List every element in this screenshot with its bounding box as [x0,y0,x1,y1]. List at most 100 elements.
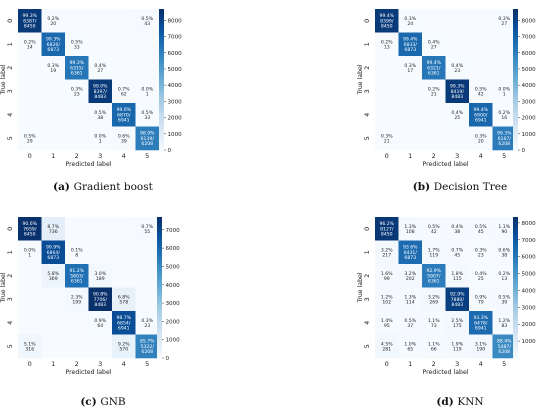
heatmap-cell [18,79,42,104]
colorbar-segment [157,242,162,246]
cell-label: 6900/ [474,112,488,118]
colorbar-segment [157,226,162,230]
y-tick-label: 0 [363,227,371,231]
colorbar-segment [159,67,164,71]
cell-label: 7880/ [451,297,465,303]
y-tick-label: 0 [363,19,371,23]
cell-label: 8450 [381,24,393,30]
cell-label: 62 [121,91,127,97]
heatmap-cell [422,217,446,241]
heatmap-cell [492,334,517,359]
cell-label: 98.7% [116,315,131,321]
cell-label: 7659/ [23,226,37,232]
cell-label: 21 [384,138,390,144]
cell-label: 23 [144,323,150,329]
heatmap-cell [65,217,89,241]
colorbar-segment [513,133,518,137]
heatmap-cell [65,311,89,335]
heatmap-cell [41,126,66,151]
colorbar-segment [513,124,518,127]
colorbar-segment [513,67,518,71]
cell-label: 175 [453,323,462,329]
cell-label: 0.3% [47,63,59,69]
colorbar-segment [159,30,164,33]
colorbar-segment [159,147,164,151]
colorbar-tick-label: 8000 [168,18,183,24]
cell-label: 0.0% [24,247,36,253]
cell-label: 6361 [428,71,440,77]
x-tick-label: 4 [122,360,126,368]
heatmap-cell [469,311,493,335]
colorbar-segment [513,311,518,314]
colorbar-tick-label: 7000 [522,238,537,244]
colorbar-segment [513,9,518,12]
cell-label: 1.9% [451,341,463,347]
colorbar-segment [513,264,518,267]
y-tick-label: 3 [6,297,14,301]
cell-label: 85.7% [140,339,155,345]
cell-label: 39 [501,299,507,305]
colorbar-segment [513,70,518,73]
heatmap-cell [18,9,42,33]
heatmap-cell [398,79,423,104]
heatmap-cell [398,217,423,241]
colorbar-segment [513,30,518,33]
cell-label: 102 [382,299,391,305]
heatmap-cell [445,126,470,151]
colorbar-segment [513,119,518,123]
x-axis-label: Predicted label [423,161,469,168]
colorbar-segment [157,217,162,220]
heatmap-cell [469,126,493,151]
colorbar-segment [513,273,518,277]
cell-label: 0.5% [71,39,83,45]
cell-label: 8483 [451,94,463,100]
cell-label: 5803/ [70,273,84,279]
colorbar-segment [157,273,162,277]
cell-label: 45 [478,229,484,235]
colorbar-segment [157,238,162,241]
colorbar-segment [157,221,162,225]
colorbar-segment [159,70,164,73]
colorbar-segment [157,329,162,333]
colorbar-segment [157,252,162,256]
cell-label: 8419/ [451,89,465,95]
y-tick-label: 2 [363,66,371,70]
y-tick-label: 4 [6,113,14,117]
colorbar-segment [157,233,162,237]
colorbar-segment [513,18,518,22]
heatmap-cell [422,9,446,33]
heatmap-cell [88,264,113,288]
cell-label: 0.5% [475,224,487,230]
cell-label: 0.2% [381,39,393,45]
colorbar-segment [513,16,518,19]
heatmap-cell [18,287,42,312]
colorbar-segment [513,37,518,41]
cell-label: 92.9% [426,268,441,274]
colorbar-segment [159,77,164,80]
heatmap-cell [112,56,136,80]
heatmap-cell [492,311,517,335]
cell-label: 42 [431,229,437,235]
y-tick-label: 3 [363,297,371,301]
cell-label: 0.0% [94,133,106,139]
colorbar-segment [159,51,164,55]
y-tick-label: 2 [6,66,14,70]
colorbar-segment [513,325,518,328]
cell-label: 0.5% [24,133,36,139]
colorbar-tick-label: 7000 [166,228,181,234]
heatmap-cell [88,56,113,80]
colorbar-tick-label: 7000 [168,35,183,41]
cell-label: 8 [75,252,78,258]
colorbar-segment [513,336,518,340]
cell-label: 0.6% [498,247,510,253]
colorbar-segment [513,292,518,296]
colorbar-segment [159,58,164,62]
x-tick-label: 5 [145,152,149,160]
cell-label: 269 [429,299,438,305]
colorbar-segment [513,46,518,50]
heatmap-cell [135,103,160,127]
colorbar-segment [159,9,164,12]
colorbar-segment [513,81,518,85]
colorbar-segment [157,245,162,249]
heatmap-cell [492,287,517,312]
